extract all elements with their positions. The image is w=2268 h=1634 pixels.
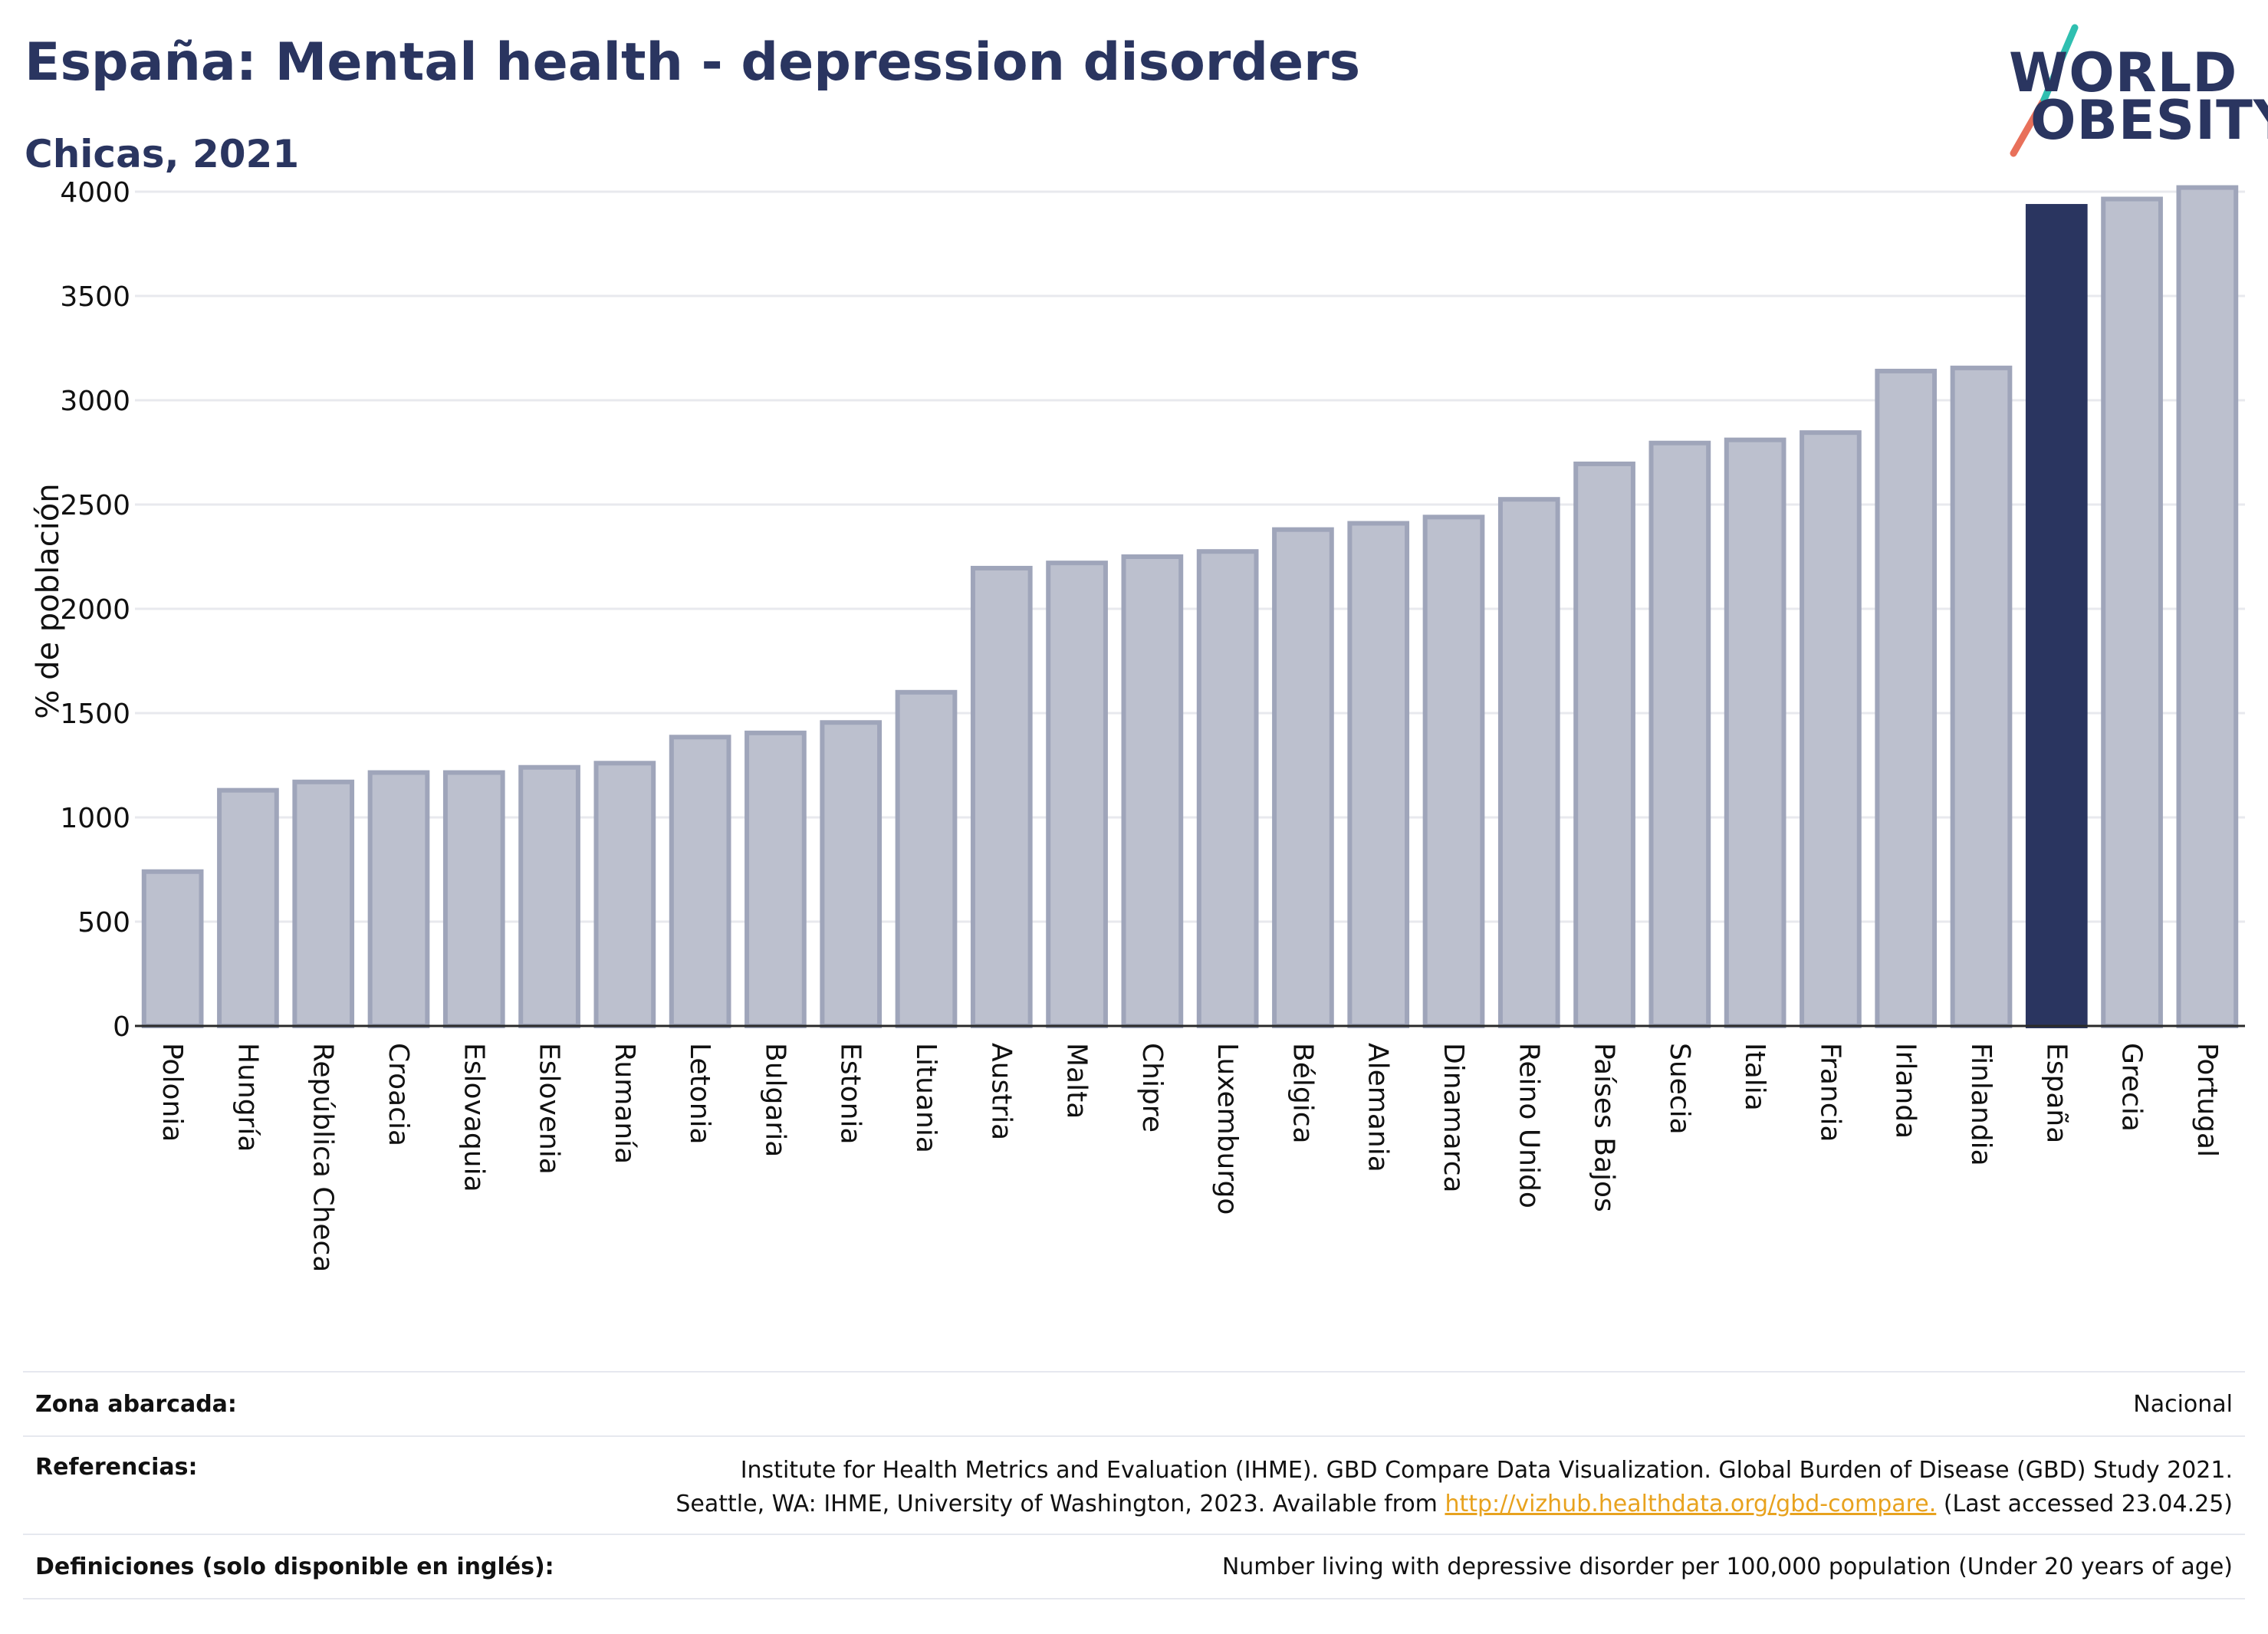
scope-label: Zona abarcada: bbox=[35, 1391, 237, 1418]
x-tick-label: Malta bbox=[1061, 1043, 1093, 1119]
bar-hungría bbox=[217, 787, 279, 1028]
bar-grecia bbox=[2101, 196, 2163, 1028]
bar-austria bbox=[970, 565, 1033, 1028]
logo-slash-icon bbox=[2010, 24, 2079, 157]
bar-república-checa bbox=[292, 779, 355, 1028]
bar-eslovaquia bbox=[442, 770, 505, 1029]
logo-text-world: WORLD bbox=[2009, 41, 2238, 104]
bar-letonia bbox=[669, 735, 731, 1029]
y-tick-label: 3500 bbox=[60, 281, 130, 313]
bar-irlanda bbox=[1875, 368, 1938, 1029]
x-tick-label: Hungría bbox=[232, 1043, 263, 1152]
bar-portugal bbox=[2176, 185, 2239, 1028]
bar-países-bajos bbox=[1573, 461, 1635, 1028]
bar-rumanía bbox=[593, 761, 656, 1029]
references-value: Institute for Health Metrics and Evaluat… bbox=[675, 1454, 2233, 1521]
footer-row-definitions: Definiciones (solo disponible en inglés)… bbox=[23, 1534, 2245, 1599]
bar-luxemburgo bbox=[1196, 549, 1259, 1028]
x-tick-label: Estonia bbox=[835, 1043, 866, 1145]
x-tick-label: Polonia bbox=[156, 1043, 188, 1142]
chart-subtitle: Chicas, 2021 bbox=[25, 132, 300, 176]
bar-finlandia bbox=[1950, 365, 2013, 1028]
y-tick-label: 4000 bbox=[60, 177, 130, 209]
x-tick-label: Francia bbox=[1814, 1043, 1846, 1142]
x-axis-ticks: Polonia Hungría República Checa Croacia Eslo… bbox=[156, 1043, 2223, 1272]
y-axis-label: % de población bbox=[31, 483, 66, 718]
x-tick-label: Croacia bbox=[383, 1043, 414, 1146]
x-tick-label: Suecia bbox=[1664, 1043, 1695, 1135]
bar-bélgica bbox=[1272, 527, 1334, 1028]
bar-suecia bbox=[1648, 440, 1711, 1028]
y-tick-label: 1000 bbox=[60, 803, 130, 834]
bar-bulgaria bbox=[744, 730, 807, 1029]
x-tick-label: Bélgica bbox=[1287, 1043, 1318, 1144]
y-tick-label: 0 bbox=[113, 1011, 130, 1043]
y-tick-label: 500 bbox=[77, 907, 130, 939]
references-line-2-post: (Last accessed 23.04.25) bbox=[1936, 1491, 2233, 1517]
references-label: Referencias: bbox=[35, 1454, 198, 1481]
x-tick-label: Finlandia bbox=[1965, 1043, 1997, 1166]
footer-table: Zona abarcada: Nacional Referencias: Ins… bbox=[23, 1371, 2245, 1599]
scope-value: Nacional bbox=[2133, 1391, 2233, 1418]
x-tick-label: Alemania bbox=[1362, 1043, 1394, 1172]
x-tick-label: España bbox=[2040, 1043, 2072, 1143]
x-tick-label: Dinamarca bbox=[1438, 1043, 1469, 1193]
bar-reino-unido bbox=[1497, 497, 1560, 1028]
x-tick-label: República Checa bbox=[307, 1043, 339, 1272]
footer-row-references: Referencias: Institute for Health Metric… bbox=[23, 1435, 2245, 1534]
x-tick-label: Letonia bbox=[684, 1043, 715, 1145]
bar-estonia bbox=[820, 720, 883, 1028]
bar-dinamarca bbox=[1422, 515, 1485, 1028]
chart-title: España: Mental health - depression disor… bbox=[25, 32, 1361, 93]
bar-chipre bbox=[1121, 554, 1184, 1028]
y-tick-label: 3000 bbox=[60, 386, 130, 417]
footer-row-scope: Zona abarcada: Nacional bbox=[23, 1371, 2245, 1435]
x-tick-label: Eslovenia bbox=[534, 1043, 565, 1175]
definitions-label: Definiciones (solo disponible en inglés)… bbox=[35, 1553, 554, 1580]
x-tick-label: Grecia bbox=[2116, 1043, 2148, 1132]
logo-text-obesity: OBESITY bbox=[2030, 89, 2268, 152]
x-tick-label: Chipre bbox=[1136, 1043, 1168, 1133]
bar-francia bbox=[1800, 430, 1862, 1028]
references-line-2: Seattle, WA: IHME, University of Washing… bbox=[675, 1488, 2233, 1521]
definitions-value: Number living with depressive disorder p… bbox=[1221, 1553, 2233, 1580]
bar-chart: 0 500 1000 1500 2000 2500 3000 3500 4000 Polonia… bbox=[31, 177, 2245, 1272]
x-tick-label: Bulgaria bbox=[759, 1043, 791, 1157]
y-tick-label: 2000 bbox=[60, 594, 130, 626]
bar-eslovenia bbox=[518, 764, 580, 1028]
x-tick-label: Austria bbox=[985, 1043, 1017, 1140]
references-line-1: Institute for Health Metrics and Evaluat… bbox=[740, 1457, 2233, 1484]
references-line-2-pre: Seattle, WA: IHME, University of Washing… bbox=[675, 1491, 1445, 1517]
x-tick-label: Portugal bbox=[2191, 1043, 2223, 1157]
bar-malta bbox=[1046, 561, 1108, 1028]
x-tick-label: Luxemburgo bbox=[1211, 1043, 1243, 1215]
bar-croacia bbox=[367, 770, 430, 1029]
references-link[interactable]: http://vizhub.healthdata.org/gbd-compare… bbox=[1445, 1491, 1937, 1517]
x-tick-label: Italia bbox=[1739, 1043, 1770, 1111]
world-obesity-logo: WORLD OBESITY bbox=[1994, 23, 2268, 161]
x-tick-label: Lituania bbox=[910, 1043, 942, 1153]
y-tick-label: 2500 bbox=[60, 490, 130, 521]
bars bbox=[141, 185, 2239, 1029]
x-tick-label: Reino Unido bbox=[1513, 1043, 1544, 1208]
x-tick-label: Irlanda bbox=[1890, 1043, 1921, 1139]
y-tick-label: 1500 bbox=[60, 699, 130, 730]
bar-italia bbox=[1724, 437, 1786, 1028]
x-tick-label: Países Bajos bbox=[1589, 1043, 1620, 1212]
x-tick-label: Eslovaquia bbox=[458, 1043, 489, 1192]
x-tick-label: Rumanía bbox=[609, 1043, 640, 1164]
bar-españa bbox=[2025, 204, 2088, 1028]
y-axis-ticks: 0 500 1000 1500 2000 2500 3000 3500 4000 bbox=[60, 177, 130, 1043]
bar-polonia bbox=[141, 869, 204, 1028]
bar-alemania bbox=[1347, 521, 1410, 1028]
bar-lituania bbox=[895, 689, 958, 1028]
